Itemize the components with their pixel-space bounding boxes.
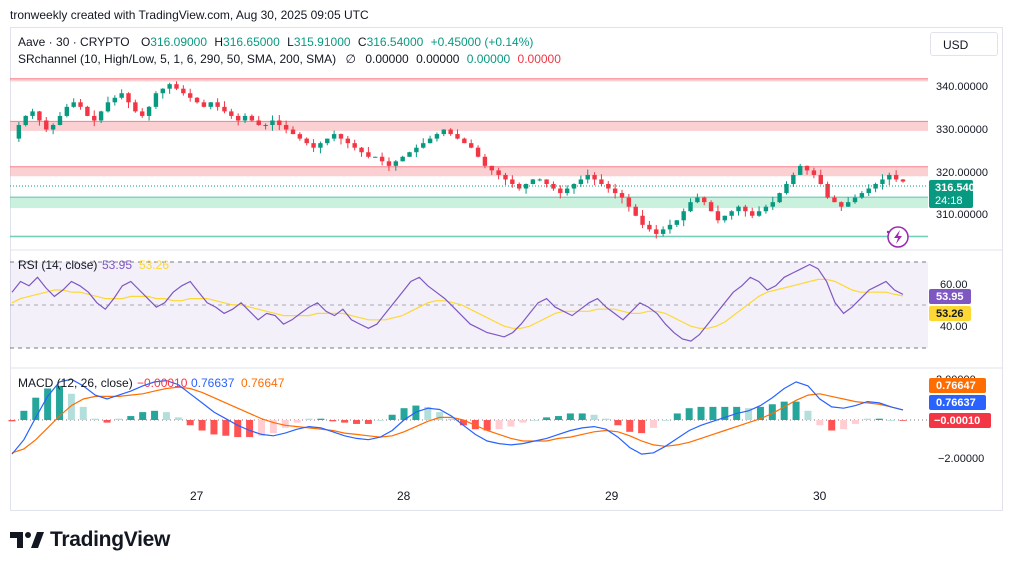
high-label: H [214, 35, 224, 49]
indicator-value-3: 0.00000 [466, 52, 511, 66]
change-value: +0.45000 (+0.14%) [430, 35, 534, 49]
tradingview-logo-icon [10, 532, 44, 548]
currency-button[interactable]: USD [930, 32, 998, 56]
indicator-value-2: 0.00000 [416, 52, 460, 66]
indicator-value-1: 0.00000 [365, 52, 409, 66]
indicator-value-4: 0.00000 [517, 52, 561, 66]
tradingview-brand: TradingView [50, 528, 171, 551]
symbol-label[interactable]: Aave · 30 · CRYPTO [18, 35, 130, 49]
open-label: O [140, 35, 151, 49]
close-value: 316.54000 [366, 35, 424, 49]
tradingview-footer[interactable]: TradingView [10, 528, 170, 552]
chart-frame[interactable] [10, 27, 1003, 511]
low-label: L [287, 35, 294, 49]
close-label: C [357, 35, 367, 49]
chart-credit: tronweekly created with TradingView.com,… [10, 8, 369, 22]
low-value: 315.91000 [293, 35, 351, 49]
open-value: 316.09000 [150, 35, 208, 49]
indicator-label[interactable]: SRchannel (10, High/Low, 5, 1, 6, 290, 5… [18, 52, 337, 66]
indicator-legend: SRchannel (10, High/Low, 5, 1, 6, 290, 5… [18, 52, 561, 66]
price-legend: Aave · 30 · CRYPTO O316.09000 H316.65000… [18, 35, 533, 49]
high-value: 316.65000 [223, 35, 280, 49]
indicator-empty-icon: ∅ [345, 52, 356, 66]
